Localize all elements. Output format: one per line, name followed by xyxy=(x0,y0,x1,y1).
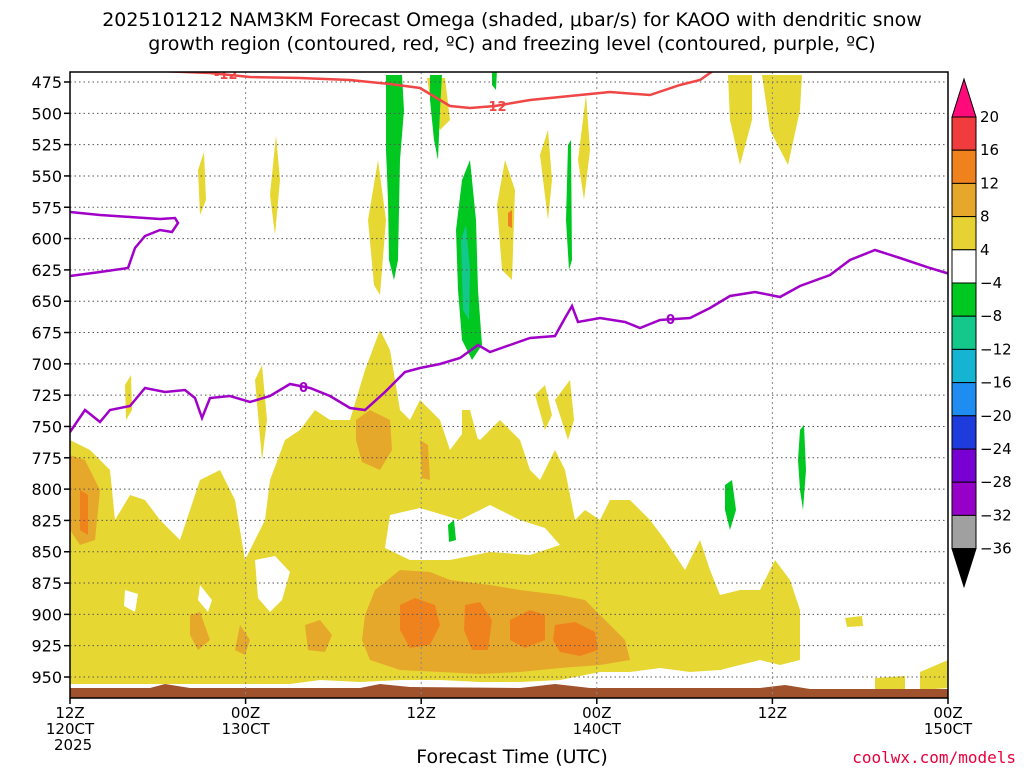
omega-downward-12-core xyxy=(461,225,470,320)
colorbar-swatch xyxy=(951,216,977,251)
colorbar-bottom-arrow xyxy=(951,548,977,589)
colorbar-top-arrow xyxy=(951,77,977,118)
x-tick-label: 12Z xyxy=(407,704,436,722)
omega-shading xyxy=(70,72,948,698)
colorbar-swatch xyxy=(951,382,977,417)
y-tick-label: 825 xyxy=(31,511,62,530)
y-tick-label: 475 xyxy=(31,73,62,92)
colorbar-label: −12 xyxy=(980,340,1012,358)
freezing-contour-label-1: 0 xyxy=(299,381,308,396)
dendritic-contour-label-2: -12 xyxy=(483,100,507,115)
colorbar-swatch xyxy=(951,481,977,516)
x-tick-label: 12Z xyxy=(55,704,84,722)
colorbar-label: 16 xyxy=(980,141,999,159)
colorbar-swatch xyxy=(951,348,977,384)
freezing-level-contour-main xyxy=(70,248,948,433)
y-tick-label: 725 xyxy=(31,386,62,405)
colorbar-swatch xyxy=(951,448,977,483)
colorbar-swatch xyxy=(951,514,977,550)
y-axis: 475 500 525 550 575 600 625 650 675 700 725 750 775 8… xyxy=(31,73,70,687)
freezing-contour-label-2: 0 xyxy=(666,313,675,328)
omega-neutral-hole-2 xyxy=(124,556,290,612)
y-tick-label: 650 xyxy=(31,292,62,311)
y-tick-label: 700 xyxy=(31,355,62,374)
x-tick-label: 00Z xyxy=(582,704,611,722)
colorbar-swatch xyxy=(951,149,977,184)
colorbar-swatch xyxy=(951,182,977,218)
x-tick-label: 2025 xyxy=(54,736,92,754)
y-tick-label: 500 xyxy=(31,104,62,123)
omega-upward-4-streak-a xyxy=(198,75,802,295)
freezing-level-contour-upper xyxy=(70,210,180,278)
y-tick-label: 750 xyxy=(31,417,62,436)
y-tick-label: 775 xyxy=(31,449,62,468)
chart-title-line-2: growth region (contoured, red, ºC) and f… xyxy=(148,33,876,55)
y-tick-label: 575 xyxy=(31,198,62,217)
colorbar-label: 4 xyxy=(980,241,990,259)
colorbar-label: −8 xyxy=(980,307,1002,325)
colorbar-label: 20 xyxy=(980,108,999,126)
colorbar-swatch xyxy=(951,116,977,151)
colorbar-swatch xyxy=(951,415,977,450)
y-tick-label: 850 xyxy=(31,543,62,562)
y-tick-label: 625 xyxy=(31,261,62,280)
y-tick-label: 800 xyxy=(31,480,62,499)
grid-lines xyxy=(70,72,948,698)
y-tick-label: 900 xyxy=(31,605,62,624)
omega-neutral-hole-1 xyxy=(385,505,560,560)
colorbar-swatch xyxy=(951,282,977,317)
x-tick-label: 150CT xyxy=(924,720,973,738)
y-tick-label: 600 xyxy=(31,230,62,249)
omega-upward-4-region-right xyxy=(845,616,948,690)
y-tick-label: 550 xyxy=(31,167,62,186)
omega-upward-12-speck xyxy=(508,210,512,228)
x-axis-title: Forecast Time (UTC) xyxy=(416,746,608,768)
y-tick-label: 875 xyxy=(31,574,62,593)
x-tick-label: 00Z xyxy=(231,704,260,722)
site-credit: coolwx.com/models xyxy=(852,748,1016,767)
omega-colorbar: 20 16 12 8 4 −4 −8 −12 −16 −20 −24 −28 −32 −36 xyxy=(951,77,1012,589)
omega-upward-12-region xyxy=(80,490,598,656)
y-tick-label: 950 xyxy=(31,668,62,687)
plot-frame xyxy=(69,71,949,699)
colorbar-swatch xyxy=(951,249,977,284)
x-tick-label: 00Z xyxy=(933,704,962,722)
chart-title-line-1: 2025101212 NAM3KM Forecast Omega (shaded… xyxy=(102,9,922,31)
x-tick-label: 130CT xyxy=(221,720,270,738)
terrain-ground xyxy=(70,684,948,698)
dendritic-contour-label-1: -12 xyxy=(214,68,238,83)
x-tick-label: 140CT xyxy=(573,720,622,738)
colorbar-swatch xyxy=(951,315,977,350)
omega-downward-4-streaks xyxy=(386,72,806,542)
y-tick-label: 675 xyxy=(31,324,62,343)
colorbar-label: 8 xyxy=(980,208,990,226)
y-tick-label: 525 xyxy=(31,136,62,155)
x-tick-label: 12Z xyxy=(758,704,787,722)
colorbar-label: 12 xyxy=(980,174,999,192)
contours: -12 -12 0 0 xyxy=(70,68,948,433)
colorbar-label: −24 xyxy=(980,440,1012,458)
colorbar-label: −36 xyxy=(980,540,1012,558)
omega-upward-4-region-low xyxy=(70,330,800,684)
colorbar-label: −32 xyxy=(980,506,1012,524)
colorbar-label: −4 xyxy=(980,274,1002,292)
colorbar-label: −28 xyxy=(980,473,1012,491)
x-tick-label: 120CT xyxy=(46,720,95,738)
dendritic-growth-contour-minus-12 xyxy=(149,72,714,110)
colorbar-label: −16 xyxy=(980,374,1012,392)
colorbar-label: −20 xyxy=(980,407,1012,425)
y-tick-label: 925 xyxy=(31,637,62,656)
